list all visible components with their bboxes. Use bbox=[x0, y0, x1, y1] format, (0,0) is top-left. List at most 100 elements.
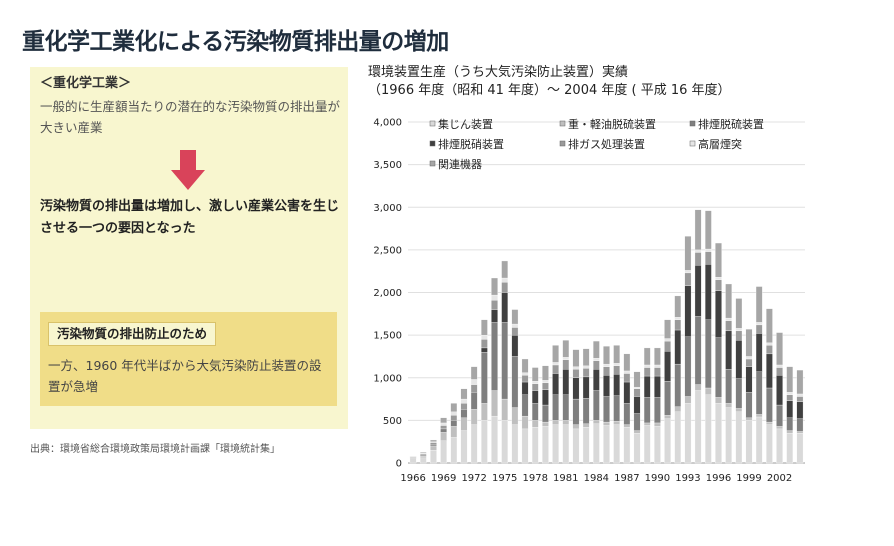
legend-swatch bbox=[559, 140, 566, 147]
bar-segment bbox=[776, 364, 783, 368]
bar-segment bbox=[766, 342, 773, 346]
bar-segment bbox=[735, 411, 743, 464]
bar-segment bbox=[542, 382, 549, 390]
bar-segment bbox=[603, 396, 610, 423]
bar-segment bbox=[593, 340, 600, 359]
bar-segment bbox=[470, 384, 478, 393]
bar-segment bbox=[562, 359, 570, 370]
bar-segment bbox=[511, 424, 519, 464]
x-tick-label: 1984 bbox=[584, 473, 609, 484]
bar-segment bbox=[704, 394, 712, 464]
bar-segment bbox=[704, 248, 712, 252]
chart-title: 環境装置生産（うち大気汚染防止装置）実績 （1966 年度（昭和 41 年度）～… bbox=[368, 64, 731, 100]
bar-segment bbox=[542, 421, 549, 427]
bar-segment bbox=[450, 403, 458, 413]
bar-segment bbox=[542, 426, 549, 464]
bar-segment bbox=[531, 427, 539, 464]
bar-segment bbox=[552, 373, 559, 395]
bar-segment bbox=[623, 373, 631, 383]
legend-swatch bbox=[689, 140, 696, 147]
bar-segment bbox=[684, 285, 692, 337]
bar-segment bbox=[745, 417, 753, 421]
bar-segment bbox=[745, 392, 753, 418]
bar-segment bbox=[593, 357, 600, 361]
legend-label: 排煙脱硫装置 bbox=[698, 117, 764, 131]
bar-segment bbox=[542, 404, 549, 423]
bar-segment bbox=[643, 422, 651, 426]
x-tick-label: 1990 bbox=[645, 473, 670, 484]
x-tick-label: 1993 bbox=[675, 473, 700, 484]
bar-segment bbox=[654, 426, 661, 464]
bar-segment bbox=[694, 252, 702, 266]
bar-segment bbox=[481, 347, 488, 353]
bar-segment bbox=[470, 409, 478, 425]
bar-segment bbox=[440, 428, 447, 433]
y-tick-label: 1,500 bbox=[373, 331, 402, 342]
y-tick-label: 500 bbox=[383, 416, 402, 427]
x-tick-label: 1981 bbox=[553, 473, 578, 484]
bar-segment bbox=[460, 388, 468, 400]
bar-segment bbox=[674, 319, 682, 331]
bar-segment bbox=[633, 388, 641, 397]
bar-segment bbox=[572, 398, 580, 425]
bar-segment bbox=[419, 452, 427, 454]
bar-segment bbox=[715, 290, 722, 338]
bar-segment bbox=[796, 393, 804, 397]
bar-segment bbox=[491, 415, 498, 464]
bar-segment bbox=[542, 389, 549, 406]
legend-label: 関連機器 bbox=[438, 157, 482, 171]
bar-segment bbox=[593, 360, 600, 370]
bar-segment bbox=[460, 430, 468, 464]
bar-segment bbox=[654, 367, 661, 377]
bar-segment bbox=[491, 309, 498, 323]
bar-segment bbox=[613, 365, 620, 375]
bar-segment bbox=[430, 442, 437, 445]
bar-segment bbox=[450, 420, 458, 427]
bar-segment bbox=[531, 403, 539, 421]
bar-segment bbox=[531, 383, 539, 391]
x-tick-label: 1975 bbox=[492, 473, 517, 484]
bar-segment bbox=[603, 425, 610, 464]
heavy-industry-description: 一般的に生産額当たりの潜在的な汚染物質の排出量が大きい産業 bbox=[40, 99, 341, 135]
legend-label: 高層煙突 bbox=[698, 137, 742, 151]
legend-swatch bbox=[429, 140, 436, 147]
y-tick-label: 2,500 bbox=[373, 245, 402, 256]
bar-segment bbox=[643, 364, 651, 368]
bar-segment bbox=[582, 398, 590, 424]
bar-segment bbox=[582, 376, 590, 399]
bar-segment bbox=[755, 286, 763, 323]
bar-segment bbox=[521, 358, 529, 373]
bar-segment bbox=[755, 324, 763, 334]
bar-segment bbox=[430, 444, 437, 447]
bar-segment bbox=[582, 348, 590, 366]
bar-segment bbox=[613, 395, 620, 422]
bar-segment bbox=[776, 426, 783, 430]
prevention-box: 汚染物質の排出防止のため 一方、1960 年代半ばから大気汚染防止装置の設置が急… bbox=[40, 312, 337, 406]
bar-segment bbox=[654, 422, 661, 427]
legend-label: 重・軽油脱硫装置 bbox=[568, 117, 656, 131]
bar-segment bbox=[501, 292, 509, 323]
bar-segment bbox=[572, 428, 580, 464]
bar-segment bbox=[593, 423, 600, 464]
bar-segment bbox=[704, 387, 712, 395]
bar-segment bbox=[521, 415, 529, 430]
bar-segment bbox=[776, 375, 783, 406]
x-tick-label: 2002 bbox=[767, 473, 792, 484]
y-tick-label: 1,000 bbox=[373, 373, 402, 384]
x-tick-label: 1972 bbox=[461, 473, 486, 484]
bar-segment bbox=[501, 420, 509, 464]
bar-segment bbox=[786, 430, 794, 434]
legend-label: 排煙脱硝装置 bbox=[438, 137, 504, 151]
page-title: 重化学工業化による汚染物質排出量の増加 bbox=[22, 29, 449, 55]
bar-segment bbox=[796, 396, 804, 402]
bar-segment bbox=[511, 334, 519, 357]
bar-segment bbox=[786, 366, 794, 393]
bar-segment bbox=[562, 394, 570, 421]
bar-segment bbox=[755, 414, 763, 418]
bar-segment bbox=[766, 353, 773, 389]
bar-segment bbox=[664, 351, 671, 382]
bar-segment bbox=[511, 356, 519, 408]
bar-segment bbox=[766, 345, 773, 355]
y-tick-label: 3,000 bbox=[373, 203, 402, 214]
y-tick-label: 0 bbox=[396, 459, 402, 470]
